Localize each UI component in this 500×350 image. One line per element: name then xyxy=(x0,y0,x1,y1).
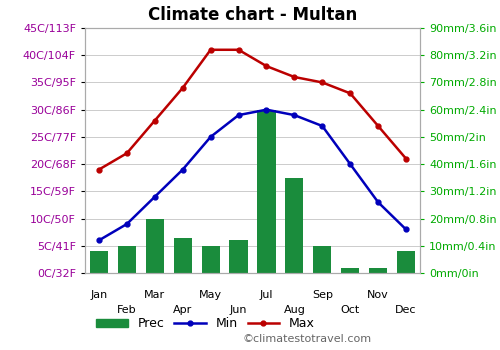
Text: Nov: Nov xyxy=(367,290,389,300)
Text: Jan: Jan xyxy=(90,290,108,300)
Text: Jul: Jul xyxy=(260,290,273,300)
Bar xyxy=(286,178,304,273)
Bar xyxy=(369,267,387,273)
Text: Dec: Dec xyxy=(396,305,417,315)
Bar xyxy=(202,246,220,273)
Text: Apr: Apr xyxy=(173,305,193,315)
Bar xyxy=(230,240,248,273)
Text: Feb: Feb xyxy=(117,305,136,315)
Bar xyxy=(146,218,164,273)
Text: ©climatestotravel.com: ©climatestotravel.com xyxy=(242,334,372,344)
Bar xyxy=(118,246,136,273)
Text: Sep: Sep xyxy=(312,290,333,300)
Bar xyxy=(90,251,108,273)
Text: Jun: Jun xyxy=(230,305,248,315)
Bar xyxy=(341,267,359,273)
Text: Mar: Mar xyxy=(144,290,166,300)
Bar xyxy=(258,110,276,273)
Bar xyxy=(174,238,192,273)
Text: May: May xyxy=(199,290,222,300)
Bar xyxy=(313,246,332,273)
Legend: Prec, Min, Max: Prec, Min, Max xyxy=(91,312,320,335)
Text: Aug: Aug xyxy=(284,305,306,315)
Bar xyxy=(397,251,415,273)
Text: Oct: Oct xyxy=(340,305,360,315)
Title: Climate chart - Multan: Climate chart - Multan xyxy=(148,6,357,24)
